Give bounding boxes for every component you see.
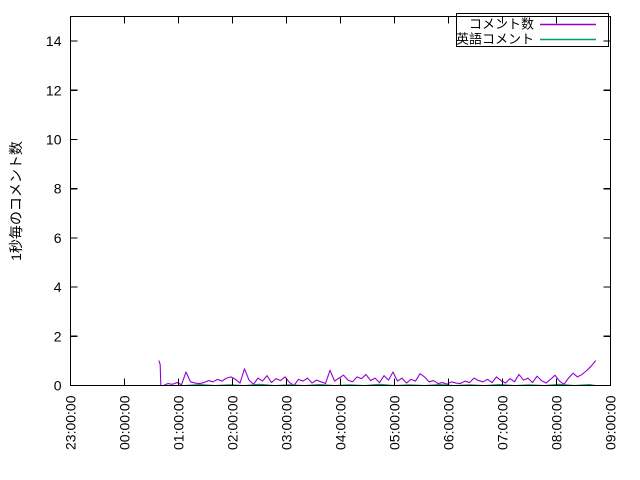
- series-line-1: [158, 360, 597, 386]
- x-tick-label: 06:00:00: [440, 395, 456, 450]
- y-tick-label: 0: [54, 378, 62, 394]
- y-tick-label: 6: [54, 230, 62, 246]
- x-tick-label: 02:00:00: [224, 395, 240, 450]
- y-axis-ticks: 0 2 4 6 8 10 12 14: [46, 33, 611, 394]
- axes-frame: [69, 15, 612, 387]
- x-tick-label: 23:00:00: [62, 395, 78, 450]
- legend-label-2: 英語コメント: [456, 32, 534, 47]
- y-axis-title-text: 1秒毎のコメント数: [8, 141, 24, 261]
- x-tick-label: 03:00:00: [278, 395, 294, 450]
- legend-label-1: コメント数: [469, 17, 534, 32]
- y-tick-label: 8: [54, 181, 62, 197]
- y-tick-label: 12: [46, 82, 62, 98]
- x-tick-label: 01:00:00: [170, 395, 186, 450]
- x-axis-ticks: 23:00:00 00:00:00 01:00:00 02:00:00 03:00:00…: [62, 16, 618, 450]
- y-tick-label: 4: [54, 279, 62, 295]
- x-tick-label: 07:00:00: [494, 395, 510, 450]
- y-tick-label: 2: [54, 328, 62, 344]
- x-tick-label: 08:00:00: [548, 395, 564, 450]
- x-tick-label: 00:00:00: [116, 395, 132, 450]
- y-tick-label: 14: [46, 33, 62, 49]
- x-tick-label: 04:00:00: [332, 395, 348, 450]
- data-series-group: [158, 360, 597, 386]
- y-tick-label: 10: [46, 132, 62, 148]
- legend-border: [455, 12, 610, 48]
- y-axis-title: 1秒毎のコメント数: [8, 141, 24, 261]
- x-tick-label: 09:00:00: [602, 395, 618, 450]
- x-tick-label: 05:00:00: [386, 395, 402, 450]
